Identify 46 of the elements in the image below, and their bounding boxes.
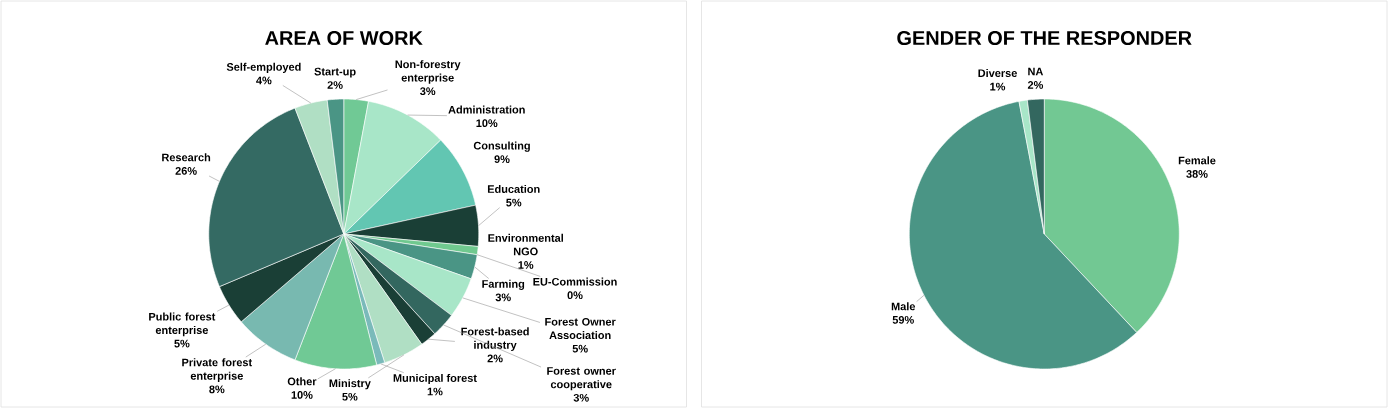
slice-label: Forest Owner Association [545,317,616,340]
data-label: 59% [892,316,914,324]
slice-label: Education [487,184,540,193]
slice-label: Private forest enterprise [182,358,253,382]
data-label: 38% [1186,170,1208,178]
data-label: 10% [291,391,313,399]
slice-label: Research [162,153,211,162]
data-label: 9% [494,155,510,164]
data-label: 3% [573,393,589,402]
slice-label: Female [1178,156,1216,165]
data-label: 2% [1027,81,1044,89]
slice-label: Farming [482,279,525,291]
data-label: 5% [174,339,190,348]
chart-title: GENDER OF THE RESPONDER [897,30,1192,46]
slice-label: Male [891,302,916,311]
data-label: 2% [487,354,503,363]
category-label: EU-Commission [533,277,617,286]
slice-label: Municipal forest [393,373,477,385]
data-label: 1% [990,82,1006,91]
slice-label: Forest owner cooperative [547,367,616,391]
slice-label: Public forest enterprise [149,312,216,337]
slice-label: Non-forestry enterprise [395,60,461,84]
data-label: 1% [518,261,534,269]
data-label: 8% [209,385,225,394]
data-label: 3% [420,87,436,96]
slice-label: Ministry [329,379,371,390]
data-label: 5% [342,392,358,401]
slice-label: Other [287,377,317,386]
slice-label: Forest-based industry [461,327,529,352]
slice-label: Start-up [314,67,356,78]
data-label: 2% [327,81,343,89]
slice-label: Environmental NGO [488,233,563,256]
chart-title: AREA OF WORK [265,30,423,46]
slice-label: Diverse [978,69,1017,78]
slice-label: Administration [448,105,525,114]
data-label: 26% [175,167,197,175]
slice-label: NA [1028,67,1044,76]
slice-label: Self-employed [226,62,301,73]
data-label: 3% [495,293,511,302]
slice-label: Consulting [473,141,530,152]
data-label: 4% [256,76,272,85]
text: 0% [567,291,583,300]
data-label: 1% [427,387,443,396]
data-label: 5% [506,198,522,207]
data-label: 5% [572,344,588,353]
data-label: 10% [476,119,498,128]
